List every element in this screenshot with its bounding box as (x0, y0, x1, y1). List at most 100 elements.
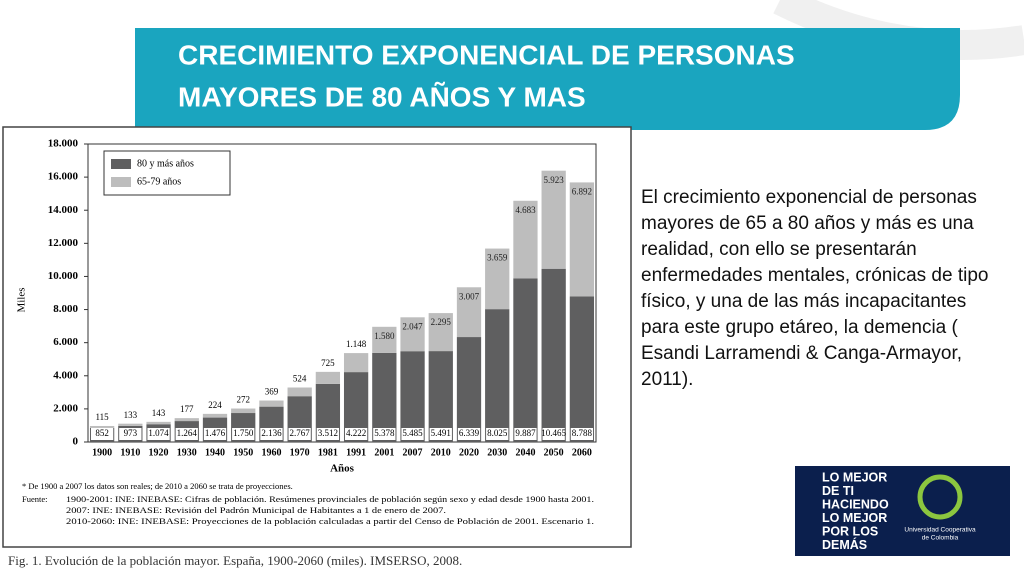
logo-slogan: DEMÁS (822, 537, 867, 552)
source-label: Fuente: (22, 494, 48, 504)
legend-label: 65-79 años (137, 176, 181, 187)
x-tick-label: 1991 (346, 447, 366, 458)
x-tick-label: 2010 (431, 447, 451, 458)
value-label: 725 (321, 358, 335, 368)
value-label: 133 (124, 410, 138, 420)
body-text: El crecimiento exponencial de personas m… (641, 187, 989, 390)
bar-segment (428, 313, 453, 352)
y-tick-label: 14.000 (48, 204, 79, 216)
y-tick-label: 10.000 (48, 270, 79, 282)
bar-segment (343, 353, 369, 373)
value-label: 2.136 (261, 428, 282, 438)
value-label-bg (119, 428, 142, 440)
x-tick-label: 2007 (403, 447, 423, 458)
value-label-bg (542, 428, 565, 440)
x-tick-label: 2020 (459, 447, 479, 458)
x-tick-label: 1910 (120, 447, 140, 458)
x-axis-label: Años (330, 463, 355, 475)
value-label: 1.148 (346, 339, 367, 349)
logo-bg (795, 466, 1010, 556)
legend-swatch (111, 177, 131, 187)
x-tick-label: 1970 (290, 447, 310, 458)
caption: Fig. 1. Evolución de la población mayor.… (8, 553, 462, 568)
x-tick-label: 1981 (318, 447, 338, 458)
value-label: 272 (236, 395, 250, 405)
bar-segment (400, 351, 425, 442)
value-label-bg (514, 428, 537, 440)
value-label: 5.378 (374, 428, 395, 438)
value-label-bg (457, 428, 481, 440)
value-label: 3.512 (318, 428, 338, 438)
plot-area (87, 143, 597, 443)
value-label-bg (175, 428, 198, 440)
value-label-bg (232, 428, 255, 440)
x-tick-label: 1960 (261, 447, 281, 458)
bar-segment (259, 400, 284, 407)
x-tick-label: 1920 (149, 447, 169, 458)
note: * De 1900 a 2007 los datos son reales; d… (22, 481, 293, 491)
value-label: 1.264 (177, 428, 198, 438)
bar-segment (372, 352, 397, 442)
logo-slogan: LO MEJOR (822, 511, 887, 525)
slide-title: MAYORES DE 80 AÑOS Y MAS (178, 81, 586, 112)
value-label-bg (486, 428, 509, 440)
value-label-bg (429, 428, 452, 440)
logo-name: Universidad Cooperativa (904, 527, 976, 534)
source: 1900-2001: INE: INEBASE: Cifras de pobla… (66, 494, 594, 504)
value-label: 2.767 (290, 428, 311, 438)
legend-label: 80 y más años (137, 158, 194, 169)
value-label: 6.892 (572, 186, 592, 196)
x-tick-label: 1950 (233, 447, 253, 458)
bar-segment (202, 413, 228, 418)
value-label: 2.295 (431, 317, 452, 327)
value-label-bg (288, 428, 311, 440)
logo-slogan: DE TI (822, 484, 854, 498)
value-label: 3.659 (487, 253, 508, 263)
value-label: 5.485 (402, 428, 423, 438)
bar-segment (174, 418, 199, 422)
title-bar (135, 28, 960, 130)
bar-segment (456, 337, 482, 442)
value-label: 143 (152, 408, 166, 418)
bar-segment (146, 421, 171, 425)
value-label: 5.923 (544, 175, 565, 185)
bar-segment (541, 268, 566, 442)
value-label: 1.580 (374, 331, 395, 341)
value-label-bg (203, 428, 227, 440)
bar-segment (315, 371, 341, 384)
y-tick-label: 0 (73, 436, 79, 448)
logo-name: de Colombia (922, 535, 959, 542)
y-axis-label: Miles (16, 287, 28, 312)
bar-segment (569, 296, 595, 442)
value-label: 8.788 (572, 428, 593, 438)
value-label: 115 (96, 412, 110, 422)
bar-segment (231, 408, 256, 414)
y-tick-label: 4.000 (53, 369, 78, 381)
value-label-bg (260, 428, 283, 440)
value-label: 973 (124, 428, 138, 438)
bar-segment (513, 200, 538, 279)
value-label-bg (147, 428, 170, 440)
bar-segment (287, 387, 312, 397)
x-tick-label: 1940 (205, 447, 225, 458)
value-label-bg (90, 428, 114, 440)
legend-swatch (111, 159, 131, 169)
bar-segment (541, 170, 566, 269)
value-label: 852 (95, 428, 109, 438)
bar-segment (513, 278, 538, 442)
value-label-bg (344, 428, 368, 440)
value-label: 6.339 (459, 428, 480, 438)
y-tick-label: 18.000 (48, 138, 79, 150)
value-label: 524 (293, 374, 307, 384)
x-tick-label: 2060 (572, 447, 592, 458)
x-tick-label: 2030 (487, 447, 507, 458)
value-label-bg (373, 428, 396, 440)
y-tick-label: 8.000 (53, 303, 78, 315)
source: 2010-2060: INE: INEBASE: Proyecciones de… (66, 516, 594, 526)
logo-slogan: LO MEJOR (822, 470, 887, 484)
value-label: 10.465 (541, 428, 566, 438)
x-tick-label: 2040 (515, 447, 535, 458)
value-label: 1.476 (205, 428, 226, 438)
